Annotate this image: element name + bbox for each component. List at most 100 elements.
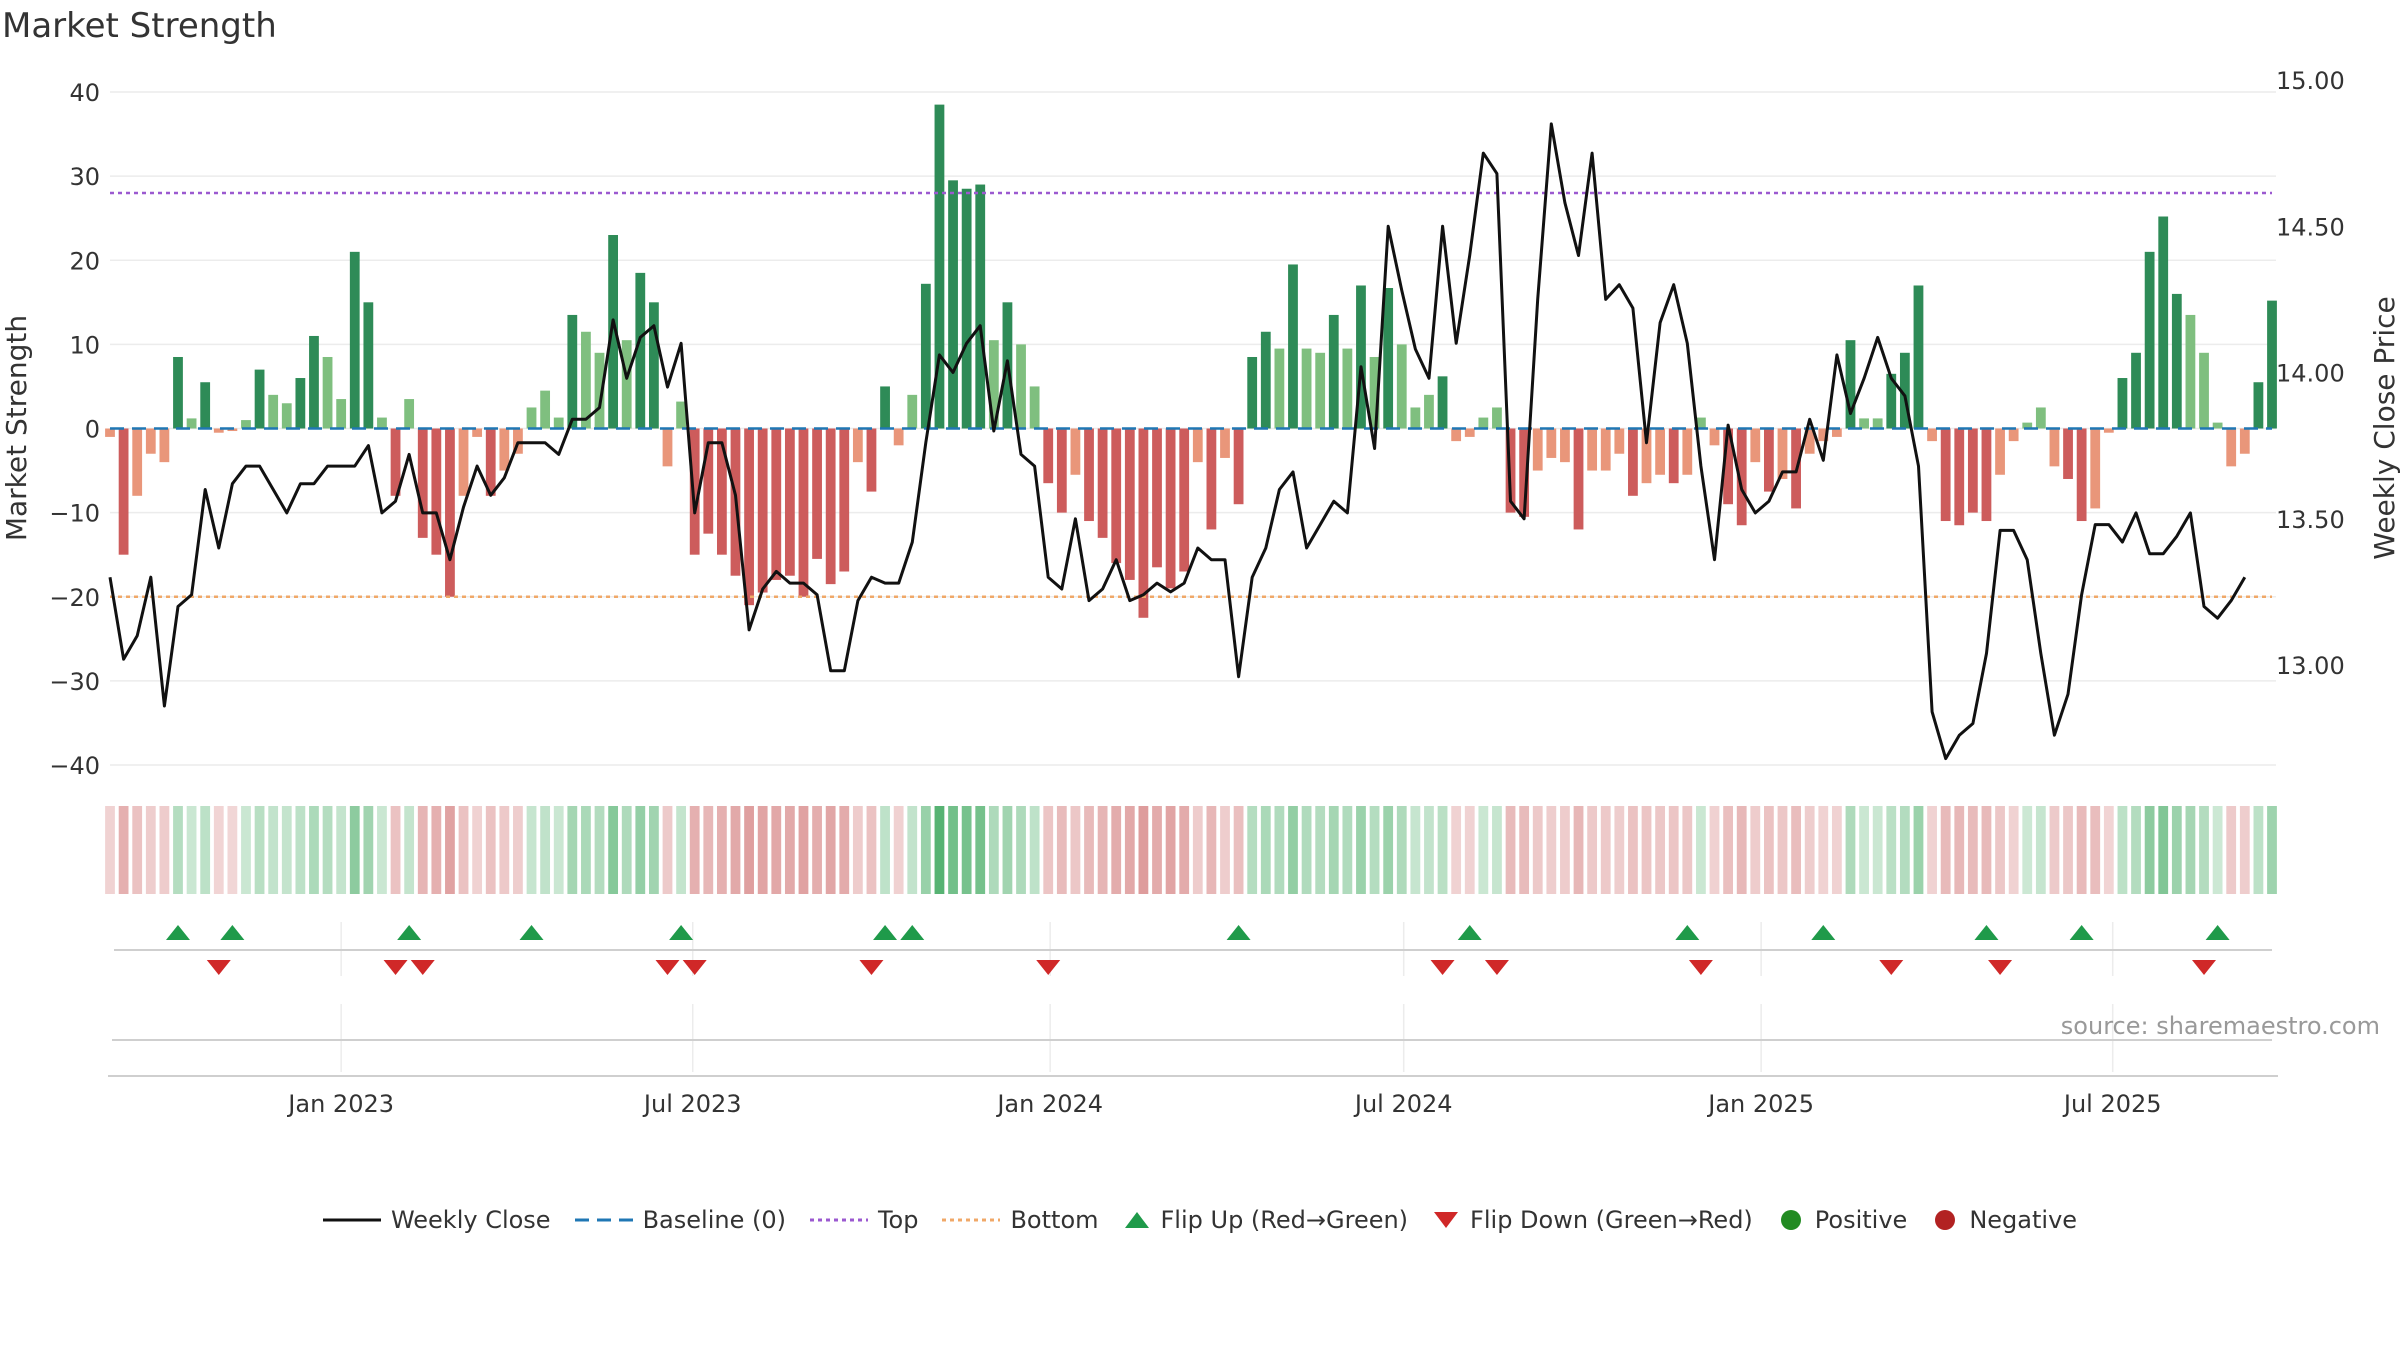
heat-cell [336, 806, 347, 894]
strength-bar [662, 428, 673, 467]
heat-cell [431, 806, 442, 894]
strength-bar [1288, 264, 1298, 429]
heat-cell [581, 806, 591, 894]
strength-bar [608, 235, 619, 429]
strength-bar [1560, 428, 1570, 463]
heat-cell [594, 806, 605, 894]
heat-cell [825, 806, 836, 894]
strength-bar [322, 356, 333, 429]
heat-cell [1682, 806, 1693, 894]
x-tick-label: Jan 2025 [1706, 1090, 1814, 1118]
heat-cell [1845, 806, 1856, 894]
strength-bar [2226, 428, 2237, 467]
heat-cell [1356, 806, 1366, 894]
flip-down-marker [1430, 960, 1455, 975]
strength-bar [2267, 300, 2277, 429]
heat-cell [173, 806, 183, 894]
heat-cell [689, 806, 700, 894]
heat-cell [1750, 806, 1761, 894]
flip-up-marker [900, 925, 925, 940]
heat-cell [445, 806, 455, 894]
x-tick-label: Jul 2023 [642, 1090, 742, 1118]
heat-cell [662, 806, 673, 894]
heat-cell [784, 806, 795, 894]
heat-cell [2171, 806, 2182, 894]
strength-bar [132, 428, 143, 496]
strength-bar [105, 428, 115, 437]
legend-label: Negative [1969, 1206, 2078, 1234]
strength-bar [281, 403, 292, 429]
legend-item: Bottom [942, 1206, 1099, 1234]
legend-label: Baseline (0) [642, 1206, 786, 1234]
strength-bar [1682, 428, 1693, 475]
heat-cell [2199, 806, 2209, 894]
strength-bar [2090, 428, 2101, 509]
strength-bar [1056, 428, 1067, 513]
y-tick-label: 0 [85, 416, 100, 444]
strength-bar [485, 428, 496, 496]
strength-bar [2171, 293, 2182, 429]
strength-bar [1995, 428, 2005, 475]
heat-cell [1165, 806, 1176, 894]
legend-icon [1434, 1212, 1459, 1228]
heat-cell [948, 806, 958, 894]
strength-bar [540, 390, 551, 429]
legend-icon [1780, 1210, 1801, 1230]
strength-bar [1763, 428, 1774, 492]
heat-cell [1437, 806, 1448, 894]
heat-cell [1791, 806, 1801, 894]
heat-cell [485, 806, 496, 894]
heat-cell [2049, 806, 2060, 894]
heat-cell [1655, 806, 1666, 894]
flip-down-marker [206, 960, 231, 975]
heat-cell [1777, 806, 1788, 894]
strength-bar [513, 428, 523, 454]
heat-cell [227, 806, 238, 894]
heat-cell [1383, 806, 1394, 894]
heat-cell [281, 806, 292, 894]
strength-bar [349, 251, 360, 429]
strength-bar [1967, 428, 1978, 513]
heat-cell [1016, 806, 1026, 894]
strength-bar [1192, 428, 1203, 463]
strength-bar [1396, 344, 1407, 429]
strength-bar [1600, 428, 1611, 471]
legend: Weekly Close Baseline (0) Top Bottom Flip Up… [0, 1206, 2400, 1238]
heat-cell [567, 806, 578, 894]
strength-bar [1233, 428, 1244, 505]
legend-label: Flip Down (Green→Red) [1470, 1206, 1753, 1234]
legend-item: Top [809, 1206, 918, 1234]
flip-down-marker [410, 960, 435, 975]
strength-bar [1750, 428, 1761, 463]
y-tick-label: −40 [49, 752, 100, 780]
strength-bar [1668, 428, 1679, 484]
strength-bar [1981, 428, 1992, 522]
heat-cell [608, 806, 619, 894]
heat-cell [2253, 806, 2264, 894]
strength-bar [1940, 428, 1951, 522]
heat-cell [200, 806, 211, 894]
strength-bar [1206, 428, 1217, 530]
heat-cell [893, 806, 904, 894]
heat-cell [1070, 806, 1081, 894]
strength-bar [268, 394, 279, 429]
heat-cell [1056, 806, 1067, 894]
x-tick-label: Jul 2025 [2062, 1090, 2162, 1118]
strength-bar [445, 428, 455, 597]
strength-bar [1927, 428, 1937, 442]
strength-bar [1138, 428, 1149, 618]
strength-bar [2144, 251, 2155, 429]
heat-cell [1029, 806, 1040, 894]
heat-cell [2103, 806, 2114, 894]
y-tick-label: −30 [49, 668, 100, 696]
heat-cell [730, 806, 741, 894]
heat-cell [417, 806, 428, 894]
strength-bar [1179, 428, 1190, 572]
y2-tick-label: 13.50 [2276, 506, 2345, 534]
flip-up-marker [1457, 925, 1482, 940]
heat-cell [635, 806, 646, 894]
strength-bar [1628, 428, 1638, 496]
strength-bar [1492, 407, 1502, 429]
